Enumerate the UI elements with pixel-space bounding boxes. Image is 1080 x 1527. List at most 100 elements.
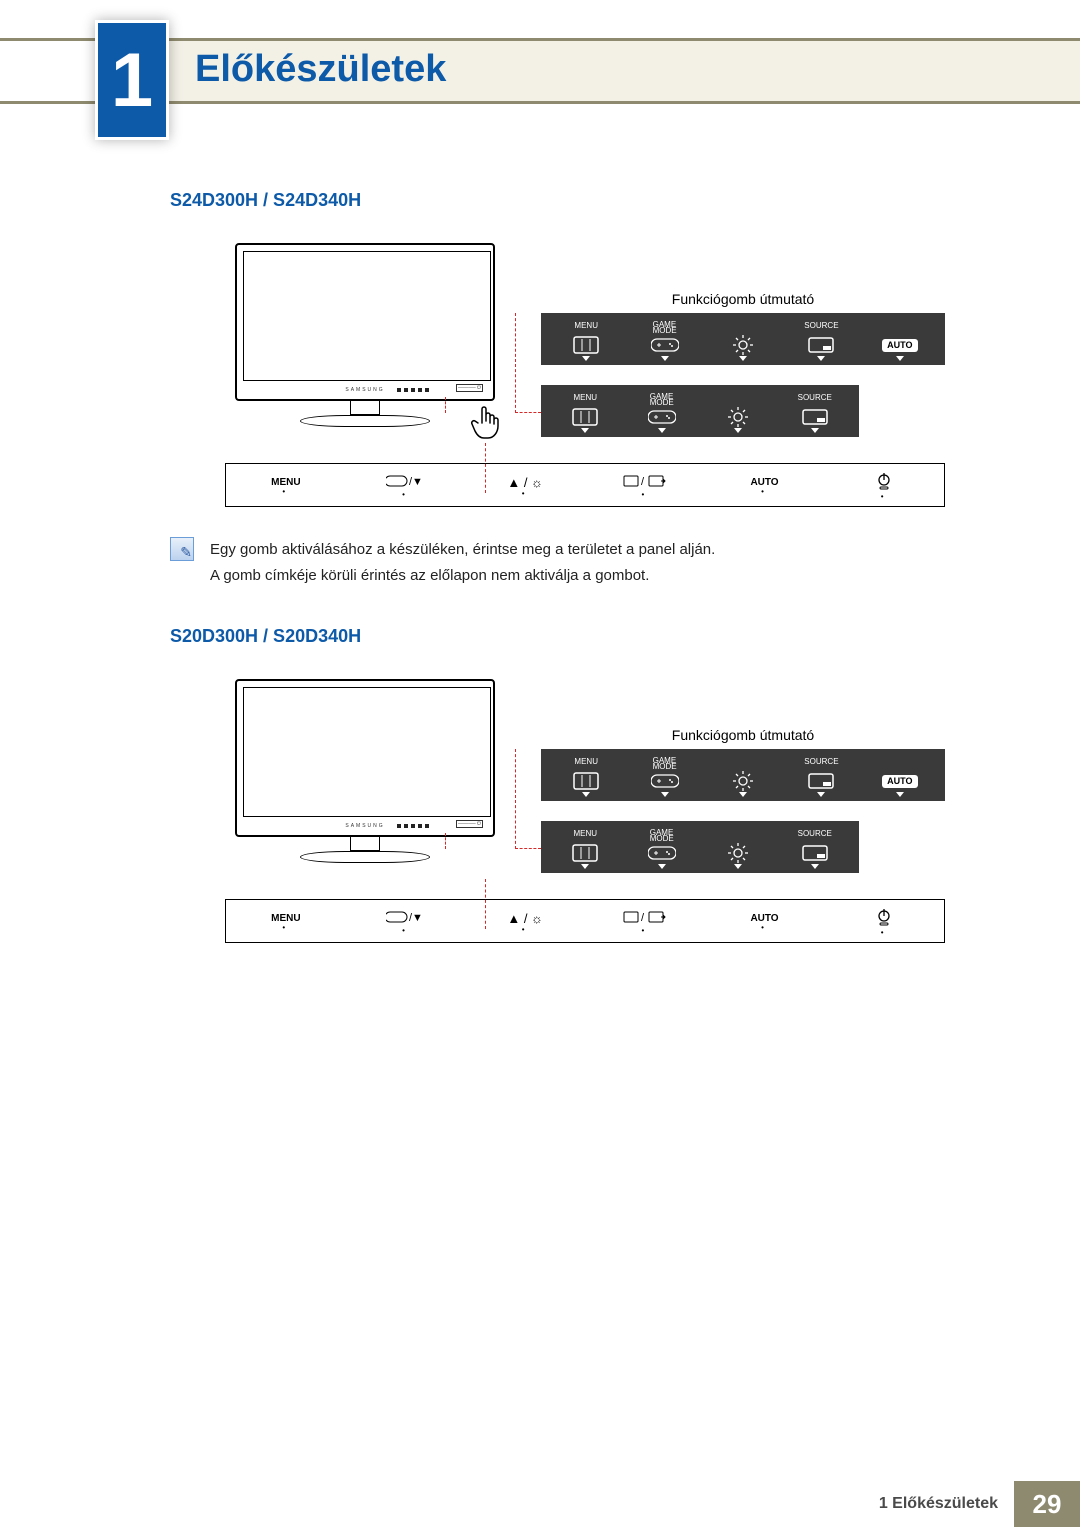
monitor-base <box>300 851 430 863</box>
caret-icon <box>811 428 819 433</box>
bottom-button-strip: MENU • /▼ • ▲ / ☼ • / • AUTO • • <box>225 899 945 943</box>
caret-icon <box>661 356 669 361</box>
guide-panel-short: MENU GAMEMODE <box>541 385 859 437</box>
note-text: Egy gomb aktiválásához a készüléken, éri… <box>210 537 715 588</box>
strip-power: • <box>824 908 944 935</box>
menu-icon <box>573 770 599 792</box>
strip-auto: AUTO • <box>705 477 825 494</box>
gamepad-icon <box>648 842 676 864</box>
gamepad-down-icon: /▼ <box>386 910 426 927</box>
menu-label: MENU <box>574 322 598 332</box>
svg-text:/▼: /▼ <box>409 912 423 924</box>
auto-pill: AUTO <box>882 334 917 356</box>
note-line1: Egy gomb aktiválásához a készüléken, éri… <box>210 537 715 563</box>
guide-cell-brightness <box>700 385 777 437</box>
source-exit-icon: / <box>623 910 667 927</box>
diagram-s24: SAMSUNG ───── ⏻ Funkciógomb útmutató MEN… <box>225 243 945 507</box>
guide-panel-full: MENU GAME MODE <box>541 313 945 365</box>
source-label: SOURCE <box>798 394 832 404</box>
guide-cell-game: GAMEMODE <box>624 385 701 437</box>
monitor-stand <box>350 401 380 415</box>
caret-icon <box>896 356 904 361</box>
strip-game-down: /▼ • <box>346 474 466 497</box>
section-heading-1: S24D300H / S24D340H <box>170 190 1000 211</box>
guide-cell-auto: AUTO <box>861 749 939 801</box>
monitor-power-indicator: ───── ⏻ <box>456 820 483 828</box>
note-icon <box>170 537 194 561</box>
footer-page: 29 <box>1014 1481 1080 1527</box>
strip-up-bright: ▲ / ☼ • <box>465 475 585 496</box>
diagram-s20: SAMSUNG ───── ⏻ Funkciógomb útmutató MEN… <box>225 679 945 943</box>
gamepad-down-icon: /▼ <box>386 474 426 491</box>
chapter-number: 1 <box>111 37 153 124</box>
guide-label: Funkciógomb útmutató <box>541 291 945 307</box>
strip-source: / • <box>585 910 705 933</box>
guide-cell-brightness <box>704 749 782 801</box>
svg-text:/▼: /▼ <box>409 476 423 488</box>
caret-icon <box>581 428 589 433</box>
svg-text:/: / <box>641 476 645 488</box>
monitor-base <box>300 415 430 427</box>
strip-up-bright: ▲ / ☼ • <box>465 911 585 932</box>
leader-line-3 <box>485 879 486 929</box>
guide-cell-menu: MENU <box>547 821 624 873</box>
page-footer: 1 Előkészületek 29 <box>0 1481 1080 1527</box>
guide-cell-source: SOURCE <box>777 385 854 437</box>
panel-dots <box>397 388 429 392</box>
gamepad-icon <box>651 770 679 792</box>
bottom-button-strip: MENU • /▼ • ▲ / ☼ • / • AUTO • <box>225 463 945 507</box>
power-icon <box>877 908 891 929</box>
monitor-bezel: SAMSUNG ───── ⏻ <box>235 679 495 837</box>
leader-line-1 <box>445 833 446 849</box>
chapter-number-box: 1 <box>95 20 169 140</box>
monitor-illustration: SAMSUNG ───── ⏻ <box>235 679 495 859</box>
guide-label: Funkciógomb útmutató <box>541 727 945 743</box>
caret-icon <box>658 428 666 433</box>
page-content: S24D300H / S24D340H SAMSUNG ───── ⏻ Fun <box>170 190 1000 973</box>
strip-source: / • <box>585 474 705 497</box>
function-key-guide: Funkciógomb útmutató MENU GAME MODE <box>541 291 945 457</box>
guide-cell-source: SOURCE <box>782 749 860 801</box>
leader-line-2 <box>515 749 541 849</box>
monitor-power-indicator: ───── ⏻ <box>456 384 483 392</box>
guide-panel-short: MENU GAMEMODE SOURCE <box>541 821 859 873</box>
game-mode-label: GAME MODE <box>653 322 677 332</box>
gamepad-icon <box>651 334 679 356</box>
brightness-icon <box>732 770 754 792</box>
caret-icon <box>739 356 747 361</box>
monitor-stand <box>350 837 380 851</box>
guide-cell-menu: MENU <box>547 313 625 365</box>
caret-icon <box>817 356 825 361</box>
guide-cell-brightness <box>704 313 782 365</box>
note-block: Egy gomb aktiválásához a készüléken, éri… <box>170 537 1000 588</box>
menu-icon <box>573 334 599 356</box>
strip-power: • <box>824 472 944 499</box>
strip-game-down: /▼ • <box>346 910 466 933</box>
guide-cell-game: GAME MODE <box>625 313 703 365</box>
strip-auto: AUTO • <box>705 913 825 930</box>
strip-menu: MENU • <box>226 477 346 494</box>
monitor-illustration: SAMSUNG ───── ⏻ <box>235 243 495 423</box>
guide-cell-game: GAMEMODE <box>624 821 701 873</box>
chapter-title: Előkészületek <box>195 48 446 91</box>
menu-icon <box>572 842 598 864</box>
touch-hand-icon <box>470 403 504 450</box>
leader-line-2 <box>515 313 541 413</box>
function-key-guide: Funkciógomb útmutató MENU GAMEMODE <box>541 727 945 893</box>
brightness-icon <box>727 842 749 864</box>
up-brightness-icon: ▲ / ☼ <box>507 475 543 490</box>
monitor-brand: SAMSUNG <box>345 823 384 829</box>
source-icon <box>802 406 828 428</box>
menu-icon <box>572 406 598 428</box>
guide-cell-brightness <box>700 821 777 873</box>
caret-icon <box>582 356 590 361</box>
guide-cell-source: SOURCE <box>782 313 860 365</box>
page-header: 1 Előkészületek <box>0 0 1080 118</box>
footer-label: 1 Előkészületek <box>863 1481 1014 1527</box>
source-icon <box>808 770 834 792</box>
power-icon <box>877 472 891 493</box>
menu-label: MENU <box>573 394 597 404</box>
leader-line-3 <box>485 443 486 493</box>
source-exit-icon: / <box>623 474 667 491</box>
gamepad-icon <box>648 406 676 428</box>
